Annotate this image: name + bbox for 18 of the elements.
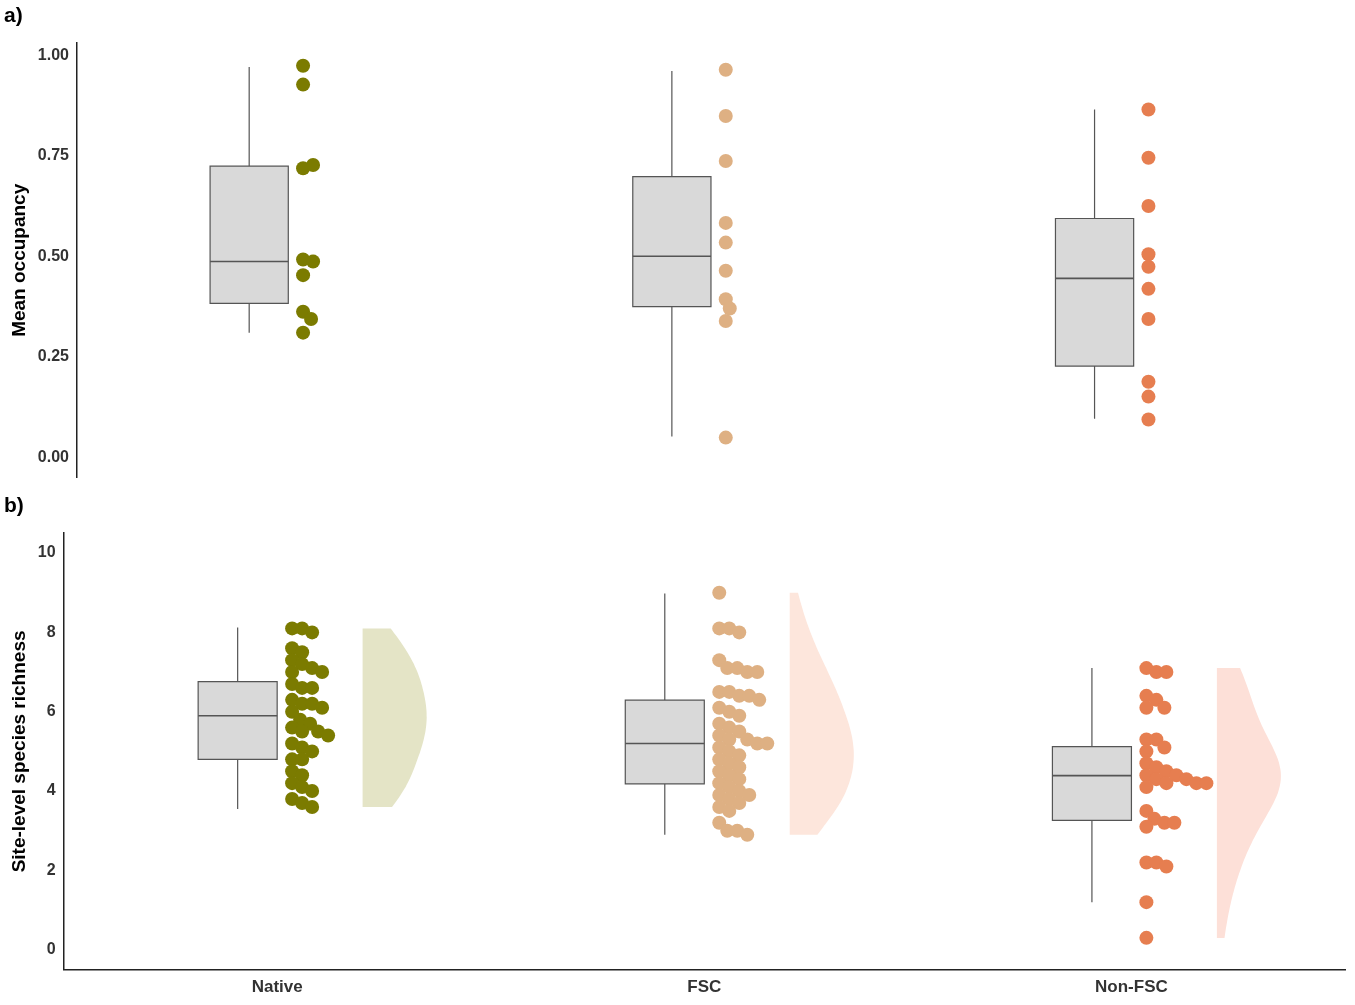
x-tick-label: Non-FSC [1095,977,1168,997]
y-tick-label: 0.50 [37,246,70,264]
y-tick-label: 0.75 [37,146,70,164]
y-tick-label: 2 [46,860,56,878]
y-tick-label: 4 [46,781,56,799]
y-tick-label: 1.00 [37,45,70,63]
y-tick-label: 0 [46,940,56,958]
y-axis-title: Mean occupancy [7,183,29,337]
chart-title: a) [4,3,23,27]
y-axis-title: Site-level species richness [7,630,29,873]
chart-title: b) [4,493,24,517]
y-tick-label: 0.00 [37,447,70,465]
x-tick-label: FSC [687,977,722,997]
y-tick-label: 10 [37,543,56,561]
y-tick-label: 8 [46,622,56,640]
y-tick-label: 0.25 [37,347,70,365]
y-tick-label: 6 [46,702,56,720]
x-tick-label: Native [251,977,303,997]
